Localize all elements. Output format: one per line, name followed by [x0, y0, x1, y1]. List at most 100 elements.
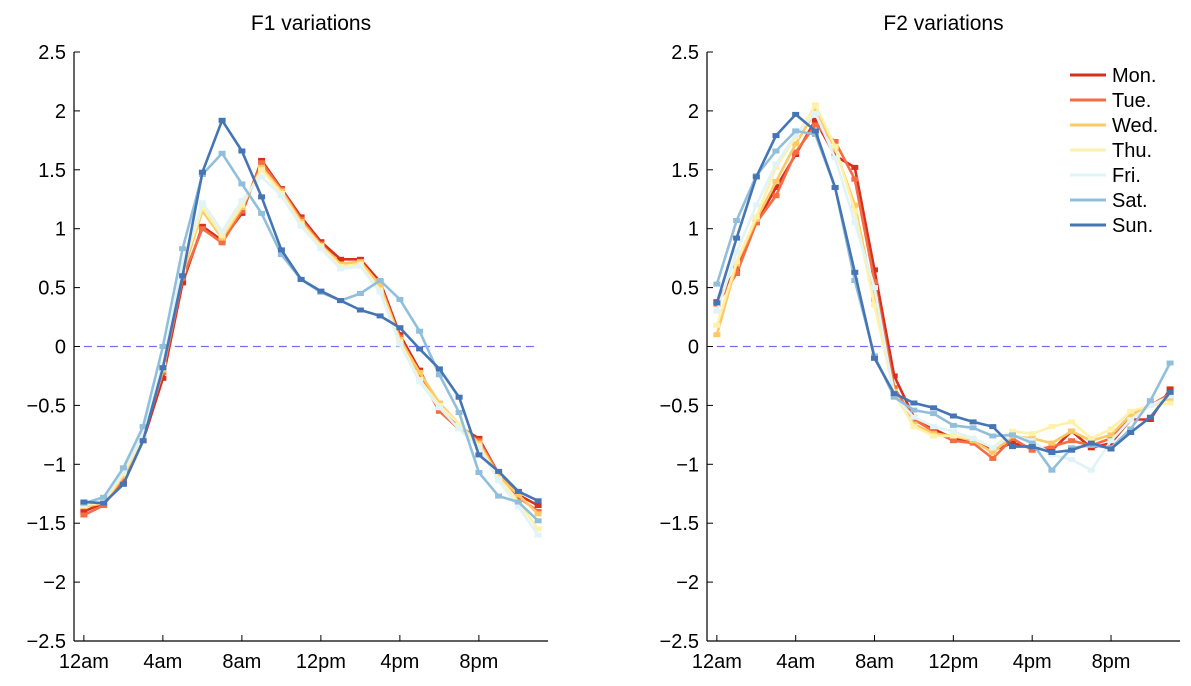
- f1-data-point: [258, 160, 266, 166]
- f2-data-point: [1087, 467, 1095, 473]
- f2-data-point: [1009, 432, 1016, 438]
- f2-series-line: [715, 119, 1172, 452]
- f2-data-point: [831, 139, 839, 144]
- f1-series-line: [83, 166, 539, 515]
- f1-data-point: [396, 325, 404, 331]
- f2-data-point: [831, 155, 839, 161]
- f2-data-point: [871, 267, 878, 273]
- f2-data-point: [713, 332, 721, 338]
- f1-data-point: [218, 117, 226, 123]
- f2-data-point: [851, 164, 859, 170]
- f2-data-point: [969, 419, 977, 425]
- f1-y-tick-label: 1.5: [38, 160, 66, 182]
- f2-data-point: [1127, 426, 1135, 432]
- f2-data-point: [733, 235, 741, 241]
- f1-data-point: [475, 445, 483, 451]
- f2-y-tick-label: 2.5: [671, 42, 699, 64]
- f2-data-point: [871, 285, 878, 291]
- f1-data-point: [258, 174, 266, 180]
- f1-data-point: [475, 470, 483, 475]
- f2-data-point: [733, 249, 741, 255]
- f1-data-point: [534, 511, 542, 517]
- f1-data-point: [258, 194, 266, 200]
- f1-y-tick-label: 0.5: [38, 278, 66, 300]
- f1-data-point: [534, 498, 542, 504]
- f1-y-tick-label: −0.5: [27, 395, 66, 417]
- f2-y-tick-label: 1.5: [671, 160, 699, 182]
- f2-series-sun: [713, 111, 1174, 455]
- f1-x-tick-label: 4am: [143, 651, 182, 673]
- f1-x-tick-label: 8pm: [459, 651, 498, 673]
- f2-y-tick-label: −2.5: [660, 631, 699, 653]
- f1-data-point: [376, 278, 384, 283]
- f2-data-point: [1166, 400, 1174, 406]
- f2-data-point: [871, 355, 878, 361]
- f2-data-point: [989, 450, 997, 455]
- f1-series-line: [83, 161, 539, 517]
- f2-data-point: [1028, 440, 1036, 446]
- f2-data-point: [752, 220, 760, 226]
- f2-data-point: [772, 193, 780, 199]
- f2-data-point: [949, 433, 957, 439]
- f1-data-point: [435, 366, 443, 372]
- f2-data-point: [733, 259, 741, 265]
- f2-data-point: [733, 218, 741, 223]
- f1-y-tick-label: −1: [43, 454, 66, 476]
- f2-data-point: [1068, 457, 1076, 463]
- f2-data-point: [1048, 444, 1056, 450]
- f2-data-point: [831, 143, 839, 149]
- f1-series-line: [83, 168, 540, 530]
- f1-data-point: [179, 261, 187, 267]
- f2-data-point: [851, 220, 859, 226]
- legend-label: Thu.: [1112, 140, 1152, 162]
- f2-data-point: [910, 400, 918, 406]
- f2-data-point: [890, 391, 898, 397]
- f2-x-tick-label: 4am: [776, 651, 815, 673]
- f2-data-point: [989, 433, 997, 439]
- f1-data-point: [416, 328, 424, 334]
- f2-series-line: [715, 109, 1171, 454]
- f1-series-tue: [80, 160, 542, 518]
- f2-data-point: [989, 424, 997, 430]
- f2-data-point: [871, 302, 878, 308]
- f2-series-wed: [713, 108, 1174, 455]
- f2-data-point: [1048, 440, 1056, 446]
- f2-data-point: [989, 455, 997, 461]
- f1-data-point: [534, 526, 542, 532]
- f1-data-point: [119, 465, 127, 471]
- f2-data-point: [1166, 360, 1174, 366]
- f1-data-point: [317, 288, 325, 294]
- f1-data-point: [435, 408, 443, 414]
- f2-y-tick-label: 2: [688, 101, 699, 123]
- f2-data-point: [733, 271, 741, 276]
- f1-data-point: [337, 266, 345, 272]
- f2-data-point: [930, 433, 938, 439]
- f2-data-point: [1048, 467, 1056, 473]
- f1-data-point: [435, 372, 443, 378]
- f2-data-point: [772, 161, 780, 167]
- f1-data-point: [317, 246, 325, 252]
- f2-data-point: [772, 179, 780, 185]
- f2-series-line: [715, 129, 1172, 472]
- f2-data-point: [910, 414, 918, 420]
- f1-data-point: [179, 273, 187, 279]
- f1-data-point: [455, 426, 463, 432]
- f2-data-point: [910, 407, 918, 413]
- f1-data-point: [475, 452, 483, 458]
- f2-x-tick-label: 8am: [855, 651, 894, 673]
- f1-data-point: [376, 313, 384, 319]
- f1-data-point: [514, 488, 522, 494]
- legend-label: Sat.: [1112, 190, 1148, 212]
- f1-data-point: [198, 226, 206, 232]
- legend-label: Fri.: [1112, 165, 1141, 187]
- f1-y-tick-label: −1.5: [27, 513, 66, 535]
- f1-data-point: [80, 499, 88, 505]
- f1-data-point: [297, 223, 305, 229]
- f2-data-point: [752, 214, 760, 220]
- f2-data-point: [1068, 428, 1076, 434]
- f1-data-point: [218, 233, 226, 239]
- legend-label: Tue.: [1112, 90, 1151, 112]
- f1-series-mon: [80, 157, 542, 514]
- f2-chart-title: F2 variations: [883, 12, 1003, 35]
